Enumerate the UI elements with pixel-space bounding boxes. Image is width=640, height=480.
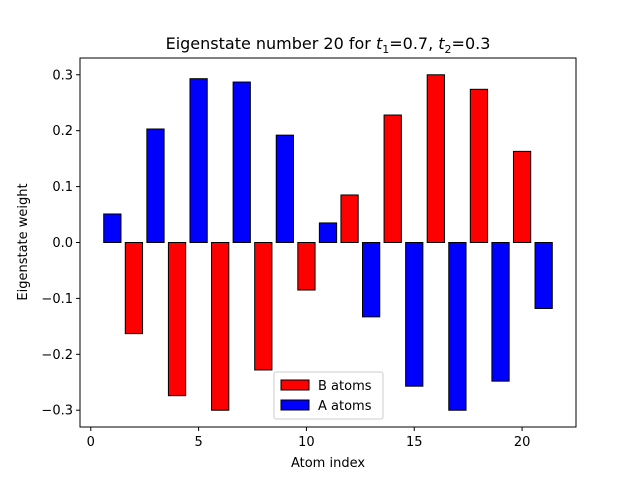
bar-b-atom-18 bbox=[469, 88, 489, 243]
y-tick-label: −0.2 bbox=[41, 348, 73, 363]
bar-a-atom-9 bbox=[275, 134, 294, 243]
y-axis-label: Eigenstate weight bbox=[16, 183, 31, 300]
bar-a-atom-15 bbox=[405, 242, 424, 387]
chart-title: Eigenstate number 20 for t1=0.7, t2=0.3 bbox=[166, 34, 491, 56]
x-tick-label: 20 bbox=[514, 435, 531, 450]
bar-a-atom-21 bbox=[534, 242, 553, 309]
x-tick-label: 5 bbox=[194, 435, 202, 450]
x-tick-label: 10 bbox=[298, 435, 315, 450]
x-axis-label: Atom index bbox=[291, 456, 365, 471]
x-tick-label: 15 bbox=[406, 435, 423, 450]
bar-b-atom-14 bbox=[383, 114, 402, 243]
y-tick-label: −0.3 bbox=[41, 404, 73, 419]
y-tick-label: 0.0 bbox=[52, 236, 73, 251]
x-tick-label: 0 bbox=[87, 435, 95, 450]
bar-a-atom-5 bbox=[189, 78, 208, 243]
bar-b-atom-12 bbox=[340, 194, 359, 243]
y-tick-label: 0.3 bbox=[52, 68, 73, 83]
y-tick-label: −0.1 bbox=[41, 292, 73, 307]
bar-a-atom-17 bbox=[448, 242, 467, 411]
y-tick-label: 0.1 bbox=[52, 180, 73, 195]
legend-swatch bbox=[280, 399, 310, 411]
legend-label: A atoms bbox=[318, 399, 372, 414]
bar-b-atom-2 bbox=[124, 242, 144, 335]
bar-b-atom-16 bbox=[426, 74, 445, 243]
bar-b-atom-10 bbox=[297, 242, 316, 291]
legend: B atoms A atoms bbox=[273, 371, 384, 420]
legend-label: B atoms bbox=[318, 379, 372, 394]
bar-a-atom-1 bbox=[103, 213, 122, 244]
bar-b-atom-8 bbox=[254, 242, 273, 371]
bar-a-atom-7 bbox=[232, 81, 251, 244]
bar-b-atom-4 bbox=[167, 242, 187, 397]
legend-swatch bbox=[280, 379, 310, 391]
y-axis: −0.3 −0.2 −0.1 0.0 0.1 0.2 0.3 bbox=[41, 68, 80, 419]
x-axis: 0 5 10 15 20 bbox=[87, 427, 531, 450]
bar-b-atom-20 bbox=[512, 150, 532, 243]
bars-layer bbox=[103, 74, 553, 411]
y-tick-label: 0.2 bbox=[52, 124, 73, 139]
bar-a-atom-13 bbox=[362, 242, 381, 318]
bar-a-atom-3 bbox=[146, 128, 165, 243]
bar-b-atom-6 bbox=[211, 242, 230, 411]
bar-a-atom-11 bbox=[318, 222, 338, 243]
bar-a-atom-19 bbox=[491, 242, 510, 382]
